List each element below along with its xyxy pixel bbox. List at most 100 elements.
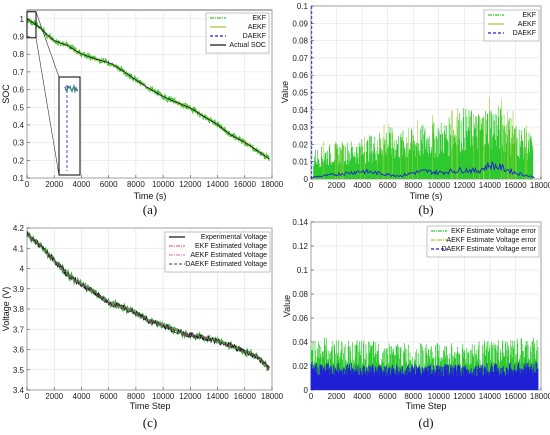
legend-box bbox=[205, 12, 270, 54]
x-tick-label: 18000 bbox=[261, 392, 284, 401]
panel-b-legend: EKF AEKF DAEKF bbox=[483, 9, 540, 42]
x-tick-label: 16000 bbox=[504, 181, 527, 190]
x-tick-label: 10000 bbox=[152, 180, 175, 189]
panel-c-legend: Experimental Voltage EKF Estimated Voltag… bbox=[164, 231, 271, 273]
x-tick-label: 6000 bbox=[379, 392, 397, 401]
y-tick-label: 1 bbox=[20, 15, 25, 24]
panel-a: 0 2000 4000 6000 8000 10000 12000 14000 16000 180… bbox=[1, 9, 284, 217]
legend-label: Actual SOC bbox=[229, 42, 266, 49]
daekf-error-line bbox=[310, 160, 535, 179]
y-tick-label: 0.6 bbox=[13, 86, 25, 95]
x-tick-label: 8000 bbox=[404, 181, 422, 190]
y-tick-label: 0.1 bbox=[297, 266, 309, 275]
y-tick-label: 0.3 bbox=[13, 139, 25, 148]
y-tick-label: 3.5 bbox=[13, 366, 25, 375]
panel-a-caption: (a) bbox=[143, 202, 157, 217]
y-tick-label: 0.06 bbox=[292, 71, 308, 80]
legend-label: EKF Estimated Voltage bbox=[195, 243, 267, 250]
y-tick-label: 0.8 bbox=[13, 50, 25, 59]
x-tick-label: 4000 bbox=[353, 181, 371, 190]
panel-a-ticks: 0 2000 4000 6000 8000 10000 12000 14000 16000 180… bbox=[13, 15, 284, 189]
panel-b-caption: (b) bbox=[418, 202, 433, 217]
x-tick-label: 6000 bbox=[100, 180, 118, 189]
x-tick-label: 10000 bbox=[428, 181, 451, 190]
y-tick-label: 0.06 bbox=[292, 314, 308, 323]
x-tick-label: 0 bbox=[25, 180, 30, 189]
x-tick-label: 8000 bbox=[127, 180, 145, 189]
y-tick-label: 0.04 bbox=[292, 338, 308, 347]
legend-label: EKF Estimate Voltage error bbox=[451, 228, 536, 235]
inset-box bbox=[58, 76, 81, 176]
y-tick-label: 0.4 bbox=[13, 121, 25, 130]
panel-c: 0 2000 4000 6000 8000 10000 12000 14000 16000 180… bbox=[1, 224, 284, 430]
x-tick-label: 12000 bbox=[453, 392, 476, 401]
panel-d-series bbox=[310, 337, 539, 390]
x-tick-label: 16000 bbox=[234, 392, 257, 401]
y-tick-label: 0.9 bbox=[13, 33, 25, 42]
panel-d-ylabel: Value bbox=[282, 295, 292, 317]
panel-c-caption: (c) bbox=[143, 415, 157, 430]
x-tick-label: 0 bbox=[309, 181, 314, 190]
panel-c-series bbox=[26, 230, 271, 372]
y-tick-label: 0.08 bbox=[292, 290, 308, 299]
y-tick-label: 4 bbox=[20, 265, 25, 274]
panel-a-inset bbox=[26, 11, 81, 176]
panel-c-xlabel: Time Step bbox=[130, 401, 171, 411]
legend-label: AEKF Estimated Voltage bbox=[190, 252, 267, 259]
y-tick-label: 0.1 bbox=[297, 2, 309, 11]
x-tick-label: 16000 bbox=[504, 392, 527, 401]
y-tick-label: 0 bbox=[304, 386, 309, 395]
panel-b-ticks: 0 2000 4000 6000 8000 10000 12000 14000 16000 180… bbox=[292, 2, 550, 190]
y-tick-label: 3.9 bbox=[13, 285, 25, 294]
x-tick-label: 8000 bbox=[404, 392, 422, 401]
legend-label: DAEKF Estimated Voltage bbox=[185, 261, 267, 268]
aekf-error-spikes bbox=[323, 96, 527, 179]
y-tick-label: 3.6 bbox=[13, 346, 25, 355]
y-tick-label: 3.8 bbox=[13, 305, 25, 314]
panel-a-xlabel: Time (s) bbox=[134, 191, 167, 201]
x-tick-label: 8000 bbox=[127, 392, 145, 401]
y-tick-label: 0.12 bbox=[292, 242, 308, 251]
y-tick-label: 0.7 bbox=[13, 68, 25, 77]
y-tick-label: 0.5 bbox=[13, 103, 25, 112]
x-tick-label: 0 bbox=[309, 392, 314, 401]
y-tick-label: 0 bbox=[304, 175, 309, 184]
y-tick-label: 0.02 bbox=[292, 362, 308, 371]
inset-cluster-ekf bbox=[64, 85, 79, 93]
y-tick-label: 0.04 bbox=[292, 106, 308, 115]
x-tick-label: 10000 bbox=[152, 392, 175, 401]
legend-label: EKF bbox=[252, 15, 266, 22]
x-tick-label: 0 bbox=[25, 392, 30, 401]
y-tick-label: 0.05 bbox=[292, 89, 308, 98]
panel-b-ylabel: Value bbox=[280, 81, 290, 103]
legend-label: DAEKF bbox=[513, 30, 536, 37]
y-tick-label: 3.4 bbox=[13, 386, 25, 395]
x-tick-label: 2000 bbox=[328, 181, 346, 190]
panel-a-ylabel: SOC bbox=[1, 84, 11, 104]
legend-label: DAEKF bbox=[243, 33, 266, 40]
x-tick-label: 10000 bbox=[428, 392, 451, 401]
x-tick-label: 2000 bbox=[45, 180, 63, 189]
y-tick-label: 0.07 bbox=[292, 54, 308, 63]
x-tick-label: 18000 bbox=[530, 392, 550, 401]
daekf-voltage-line bbox=[26, 233, 270, 370]
y-tick-label: 4.1 bbox=[13, 244, 25, 253]
panel-c-ticks: 0 2000 4000 6000 8000 10000 12000 14000 16000 180… bbox=[13, 224, 284, 401]
x-tick-label: 12000 bbox=[453, 181, 476, 190]
x-tick-label: 12000 bbox=[179, 180, 202, 189]
panel-b-xlabel: Time (s) bbox=[410, 191, 443, 201]
aekf-line bbox=[26, 17, 270, 160]
x-tick-label: 14000 bbox=[479, 181, 502, 190]
y-tick-label: 0.09 bbox=[292, 19, 308, 28]
y-tick-label: 0.14 bbox=[292, 218, 308, 227]
panel-a-series bbox=[26, 17, 270, 161]
x-tick-label: 18000 bbox=[530, 181, 550, 190]
y-tick-label: 0.01 bbox=[292, 158, 308, 167]
zoom-region-box bbox=[26, 11, 37, 39]
legend-label: AEKF bbox=[248, 24, 266, 31]
x-tick-label: 4000 bbox=[353, 392, 371, 401]
y-tick-label: 3.7 bbox=[13, 325, 25, 334]
experimental-voltage-line bbox=[26, 231, 270, 371]
y-tick-label: 0.2 bbox=[13, 156, 25, 165]
x-tick-label: 2000 bbox=[328, 392, 346, 401]
